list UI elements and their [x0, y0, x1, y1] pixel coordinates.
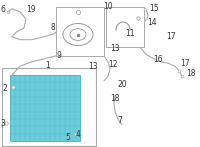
Text: 7: 7 — [118, 116, 122, 125]
Text: 12: 12 — [108, 60, 118, 69]
Bar — [2, 68, 96, 146]
Text: 15: 15 — [149, 4, 159, 13]
Text: 1: 1 — [46, 61, 50, 70]
Text: 19: 19 — [26, 5, 36, 14]
Bar — [10, 75, 80, 141]
Text: 3: 3 — [1, 119, 5, 128]
Text: 14: 14 — [147, 18, 157, 27]
Text: 6: 6 — [1, 5, 5, 14]
Text: 8: 8 — [51, 23, 55, 32]
Text: 2: 2 — [3, 84, 7, 93]
Bar — [106, 7, 144, 47]
Text: 10: 10 — [103, 2, 113, 11]
Text: 17: 17 — [166, 31, 176, 41]
Text: 11: 11 — [125, 29, 135, 38]
Text: 4: 4 — [76, 130, 80, 139]
Text: 20: 20 — [117, 80, 127, 89]
Text: 13: 13 — [88, 62, 98, 71]
Text: 9: 9 — [57, 51, 61, 60]
Text: 13: 13 — [110, 44, 120, 53]
Text: 5: 5 — [66, 133, 70, 142]
Text: 16: 16 — [153, 55, 163, 64]
Text: 18: 18 — [110, 94, 120, 103]
Text: 18: 18 — [186, 69, 196, 78]
Bar — [56, 7, 104, 56]
Text: 17: 17 — [180, 59, 190, 69]
